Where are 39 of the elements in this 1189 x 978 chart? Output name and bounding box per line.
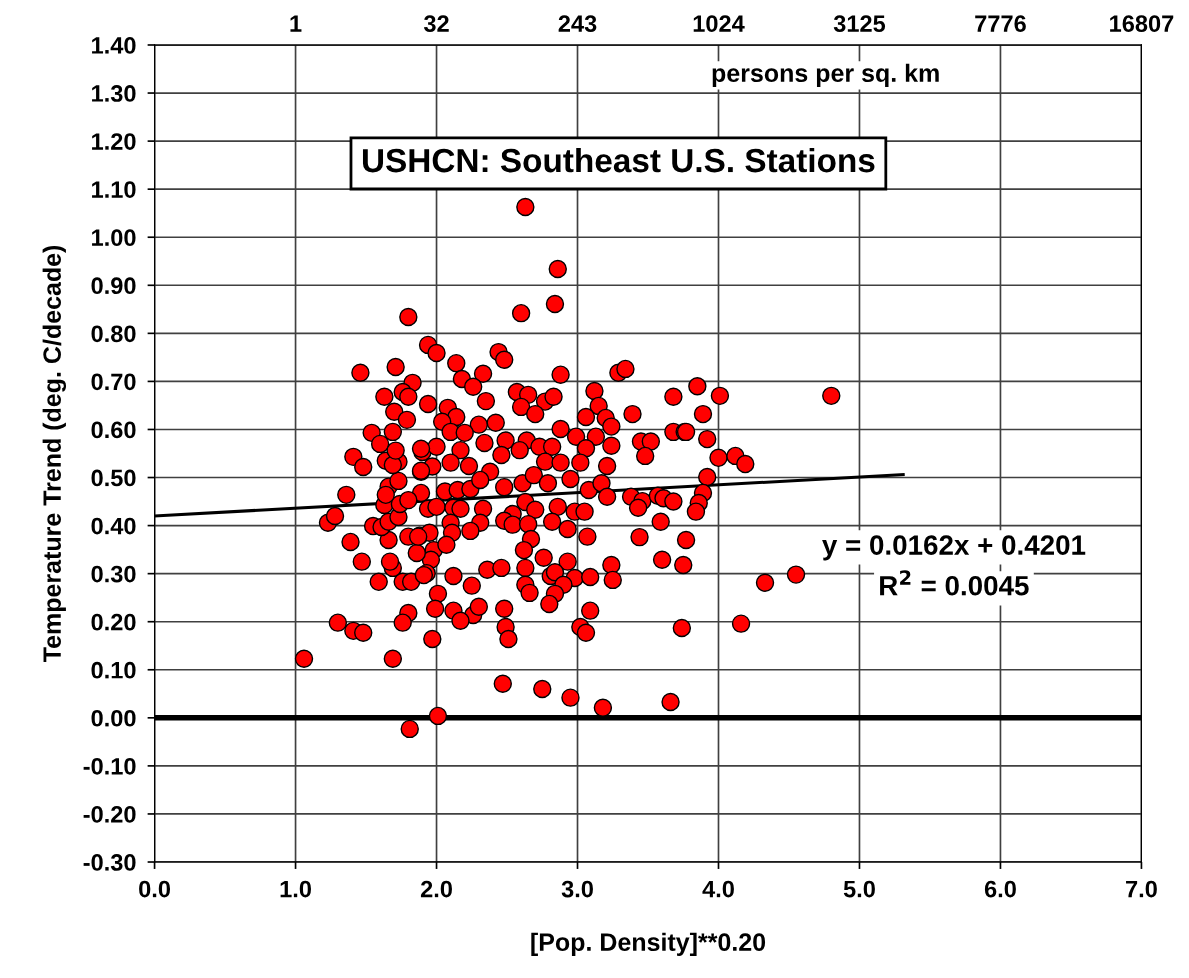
text: 32 — [423, 15, 449, 33]
y-tick-label: 1.20 — [92, 133, 136, 150]
y-tick-label: 0.30 — [91, 565, 136, 583]
y-tick-label: 1.40 — [92, 37, 136, 54]
y-tick-label: 0.10 — [91, 661, 136, 679]
y-tick-label: 1.10 — [92, 181, 136, 198]
x-axis-title: [Pop. Density]**0.20 — [531, 932, 766, 956]
y-tick-label: -0.10 — [83, 757, 136, 775]
text: 3125 — [833, 15, 886, 33]
y-tick-label: 1.30 — [92, 85, 136, 102]
x-tick-label: 5.0 — [843, 880, 875, 898]
annotation: R$^{2}$ = 0.0045 — [880, 570, 1029, 596]
y-tick-label: 0.40 — [91, 517, 136, 535]
x-tick-label: 1.0 — [280, 880, 311, 898]
y-tick-label: -0.30 — [83, 854, 136, 871]
y-tick-label: 0.00 — [91, 709, 136, 727]
y-tick-label: 0.50 — [91, 469, 136, 487]
y-tick-label: -0.20 — [83, 806, 136, 823]
x-tick-label: 6.0 — [984, 880, 1016, 898]
y-tick-label: 0.80 — [91, 325, 136, 343]
y-tick-label: 1.00 — [92, 229, 136, 247]
x-tick-label: 4.0 — [702, 880, 734, 898]
x-tick-label: 0.0 — [139, 880, 171, 898]
text: 243 — [558, 15, 597, 33]
text: USHCN: Southeast U.S. Stations — [362, 147, 875, 173]
text: 16807 — [1110, 15, 1174, 32]
y-tick-label: 0.20 — [91, 613, 136, 631]
y-axis-title: Temperature Trend (deg. C/decade) — [42, 245, 67, 663]
y-tick-label: 0.90 — [91, 277, 136, 295]
x-tick-label: 2.0 — [420, 880, 452, 898]
x-tick-label: 3.0 — [561, 880, 593, 898]
y-tick-label: 0.60 — [91, 421, 136, 439]
text: 7776 — [975, 15, 1026, 32]
text: 1024 — [693, 15, 745, 32]
y-tick-label: 0.70 — [91, 373, 136, 391]
annotation: y = 0.0162x + 0.4201 — [822, 535, 1086, 561]
x-tick-label: 7.0 — [1126, 880, 1157, 898]
x2-axis-title: persons per sq. km — [712, 63, 939, 87]
text: 1 — [290, 15, 302, 32]
